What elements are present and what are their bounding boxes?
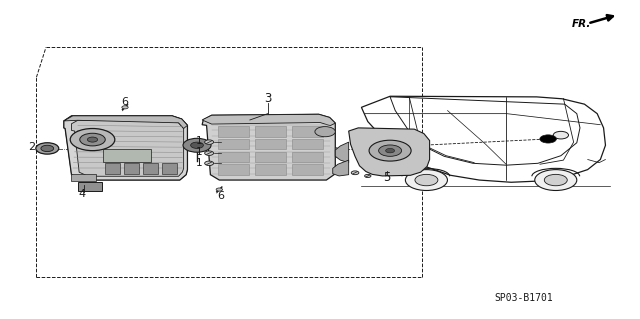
Bar <box>103 149 151 162</box>
Polygon shape <box>72 120 184 176</box>
Circle shape <box>415 174 438 186</box>
Text: 5: 5 <box>383 171 390 184</box>
Bar <box>218 152 248 162</box>
Bar <box>292 152 323 162</box>
Bar <box>255 139 285 149</box>
Circle shape <box>535 170 577 190</box>
Text: 2: 2 <box>28 143 36 152</box>
Bar <box>292 139 323 149</box>
Text: 1: 1 <box>196 158 202 168</box>
Text: 6: 6 <box>218 190 225 201</box>
Bar <box>78 182 102 191</box>
Circle shape <box>80 133 105 146</box>
Bar <box>104 163 120 174</box>
Circle shape <box>369 140 411 161</box>
Bar <box>218 126 248 137</box>
Polygon shape <box>335 142 349 163</box>
Circle shape <box>553 131 568 139</box>
Circle shape <box>191 142 204 148</box>
Text: SP03-B1701: SP03-B1701 <box>495 293 554 303</box>
Text: FR.: FR. <box>572 19 591 29</box>
Bar <box>292 164 323 175</box>
Polygon shape <box>64 116 188 129</box>
Circle shape <box>386 148 394 153</box>
Circle shape <box>122 106 128 109</box>
Text: 1: 1 <box>196 147 202 157</box>
Bar <box>292 126 323 137</box>
Circle shape <box>205 161 214 166</box>
Bar <box>72 174 96 181</box>
Circle shape <box>88 137 98 142</box>
Bar <box>255 164 285 175</box>
Bar <box>218 164 248 175</box>
Circle shape <box>216 188 223 191</box>
Bar <box>162 163 177 174</box>
Bar <box>255 126 285 137</box>
Polygon shape <box>64 116 188 180</box>
Text: 4: 4 <box>79 189 86 199</box>
Circle shape <box>544 174 567 186</box>
Bar <box>143 163 158 174</box>
Circle shape <box>540 135 556 143</box>
Circle shape <box>315 127 335 137</box>
Polygon shape <box>64 116 188 180</box>
Polygon shape <box>349 128 429 176</box>
Text: 1: 1 <box>196 136 202 146</box>
Bar <box>255 152 285 162</box>
Circle shape <box>405 170 447 190</box>
Circle shape <box>205 140 214 144</box>
Bar <box>124 163 139 174</box>
Circle shape <box>205 151 214 155</box>
Polygon shape <box>335 147 347 163</box>
Circle shape <box>41 145 54 152</box>
Bar <box>218 139 248 149</box>
Circle shape <box>183 138 211 152</box>
Circle shape <box>70 129 115 151</box>
Polygon shape <box>333 160 349 176</box>
Circle shape <box>379 145 401 156</box>
Circle shape <box>351 171 359 175</box>
Text: 6: 6 <box>121 97 128 107</box>
Circle shape <box>365 174 371 178</box>
Polygon shape <box>202 114 335 126</box>
Text: 3: 3 <box>264 92 271 105</box>
Polygon shape <box>202 114 335 180</box>
Circle shape <box>36 143 59 154</box>
